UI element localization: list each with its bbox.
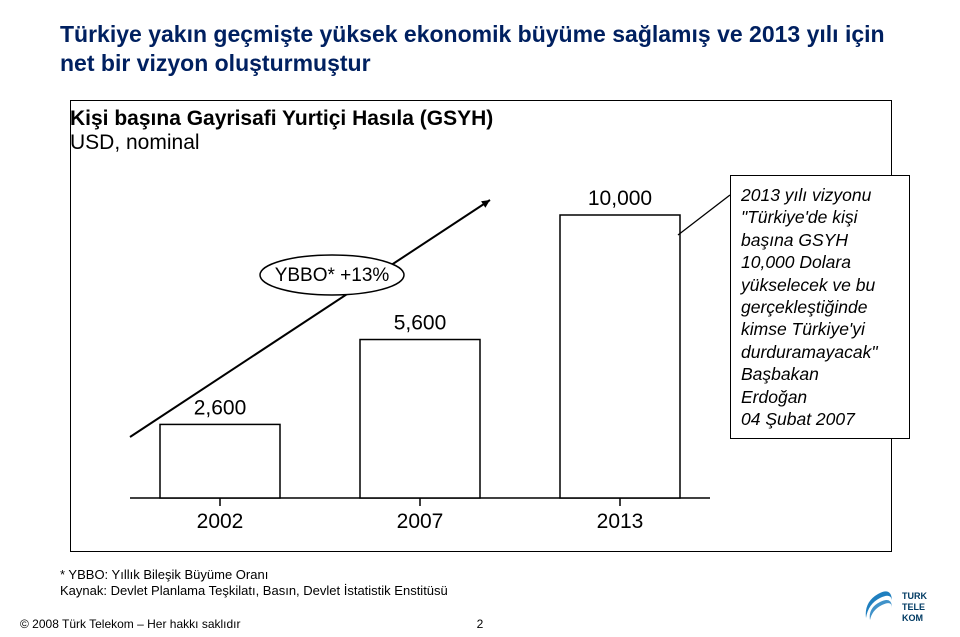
bar-value-label: 10,000 (588, 187, 652, 210)
quote-line: 10,000 Dolara (741, 251, 899, 273)
quote-line: gerçekleştiğinde (741, 296, 899, 318)
footnote-source: Kaynak: Devlet Planlama Teşkilatı, Basın… (60, 583, 448, 598)
bar-value-label: 5,600 (394, 312, 447, 335)
logo-text-line2: TELE (902, 602, 925, 612)
logo-text-line1: TURK (902, 591, 927, 601)
slide: Türkiye yakın geçmişte yüksek ekonomik b… (0, 0, 960, 637)
logo-mark-icon (866, 591, 892, 620)
x-tick-label: 2002 (197, 510, 244, 533)
x-tick-label: 2007 (397, 510, 444, 533)
logo-text-line3: KOM (902, 613, 923, 623)
copyright-text: © 2008 Türk Telekom – Her hakkı saklıdır (20, 617, 241, 631)
page-number: 2 (477, 617, 484, 631)
quote-line: başına GSYH (741, 229, 899, 251)
quote-box: 2013 yılı vizyonu"Türkiye'de kişibaşına … (730, 175, 910, 439)
quote-callout-line (678, 195, 730, 235)
bar-value-label: 2,600 (194, 396, 247, 419)
x-tick-label: 2013 (597, 510, 644, 533)
quote-line: Erdoğan (741, 386, 899, 408)
quote-line: durduramayacak" (741, 341, 899, 363)
quote-line: yükselecek ve bu (741, 274, 899, 296)
footnote-ybbo: * YBBO: Yıllık Bileşik Büyüme Oranı (60, 567, 268, 582)
cagr-label: YBBO* +13% (275, 265, 390, 286)
slide-title: Türkiye yakın geçmişte yüksek ekonomik b… (60, 20, 900, 78)
bar-2007 (360, 340, 480, 498)
quote-line: kimse Türkiye'yi (741, 318, 899, 340)
quote-line: 04 Şubat 2007 (741, 408, 899, 430)
quote-line: "Türkiye'de kişi (741, 206, 899, 228)
turktelekom-logo: TURK TELE KOM (862, 588, 942, 629)
quote-line: Başbakan (741, 363, 899, 385)
bar-2013 (560, 215, 680, 498)
bar-2002 (160, 424, 280, 498)
quote-line: 2013 yılı vizyonu (741, 184, 899, 206)
logo-text: TURK TELE KOM (902, 591, 927, 623)
